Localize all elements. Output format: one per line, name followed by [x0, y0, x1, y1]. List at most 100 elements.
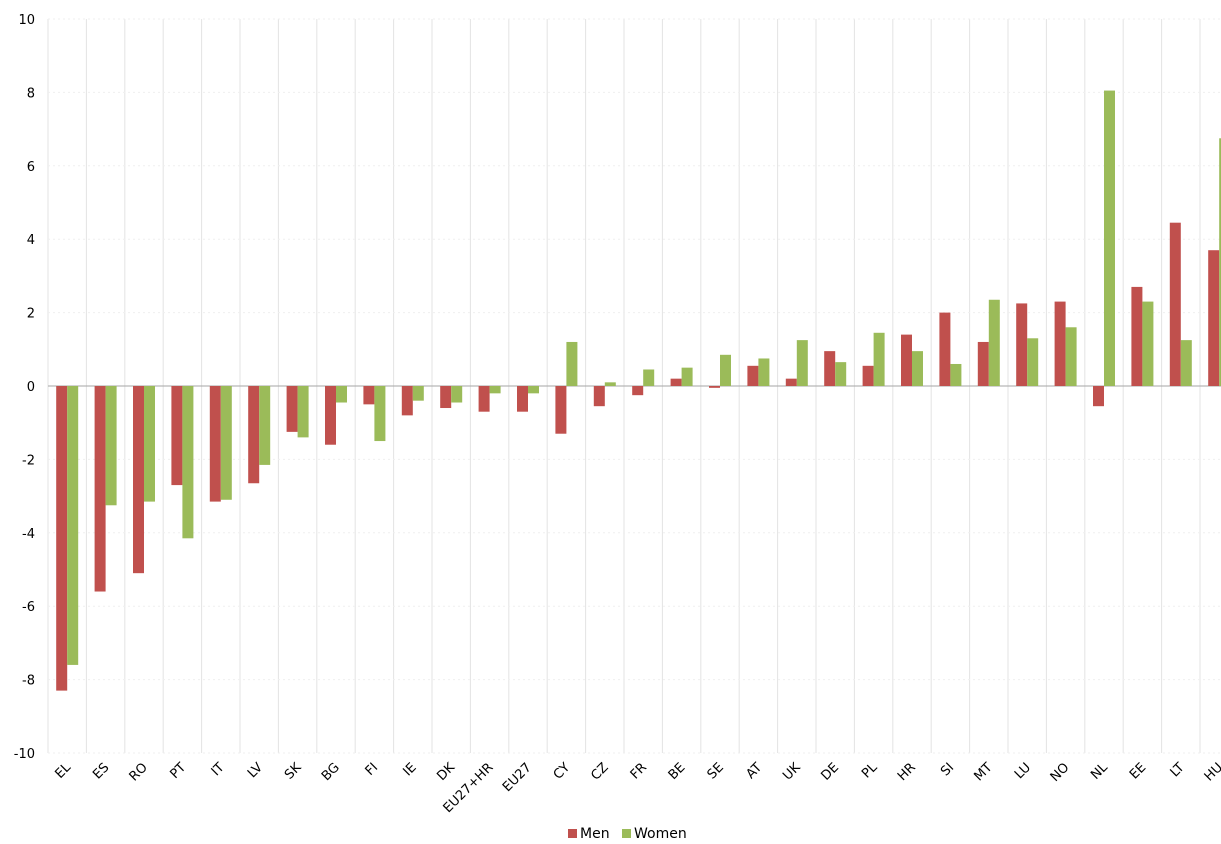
- bar-women-ee: [1142, 301, 1154, 386]
- bar-women-no: [1065, 327, 1077, 386]
- x-tick-label: NL: [1088, 760, 1111, 783]
- bar-men-hr: [901, 334, 912, 386]
- bar-men-se: [709, 386, 720, 388]
- legend-label-men: Men: [580, 826, 610, 842]
- bar-women-fi: [374, 386, 386, 442]
- x-tick-label: IE: [400, 760, 419, 779]
- legend-swatch-men: [568, 829, 577, 838]
- y-tick-label: 6: [27, 160, 35, 175]
- y-tick-label: 10: [18, 13, 35, 28]
- bar-men-fr: [632, 386, 644, 396]
- bar-women-eu27: [528, 386, 539, 394]
- x-tick-label: LU: [1012, 760, 1034, 782]
- bar-men-mt: [977, 341, 989, 386]
- y-tick-label: 2: [27, 307, 35, 322]
- bar-women-be: [681, 367, 693, 386]
- y-axis-tick-labels: -10 -8 -6 -4 -2 0 2 4 6 8 10: [14, 13, 35, 762]
- x-tick-label: RO: [127, 760, 151, 784]
- x-tick-label: DE: [819, 760, 843, 784]
- bar-women-uk: [796, 340, 808, 386]
- x-tick-label: AT: [743, 760, 765, 782]
- x-tick-label: SE: [705, 760, 727, 782]
- bar-women-se: [720, 354, 731, 386]
- x-tick-label: LT: [1168, 760, 1188, 780]
- bar-women-fr: [643, 369, 655, 386]
- bar-men-fi: [363, 386, 375, 405]
- legend-swatch-women: [622, 829, 631, 838]
- bar-women-cz: [604, 382, 616, 386]
- bar-women-ro: [144, 386, 155, 502]
- bar-men-dk: [440, 386, 452, 409]
- x-tick-label: SK: [282, 760, 305, 783]
- bars: [56, 90, 1221, 691]
- bar-women-bg: [336, 386, 347, 403]
- bar-women-pt: [182, 386, 194, 539]
- bar-women-nl: [1104, 90, 1115, 386]
- bar-men-lu: [1016, 303, 1028, 386]
- x-tick-label: UK: [780, 760, 804, 784]
- y-tick-label: -6: [22, 600, 35, 615]
- bar-men-no: [1054, 301, 1066, 386]
- x-tick-label: EL: [52, 760, 74, 782]
- bar-women-lv: [259, 386, 271, 465]
- bar-men-ro: [133, 386, 144, 574]
- bar-men-eu27: [517, 386, 528, 412]
- bar-women-mt: [988, 299, 1000, 386]
- bar-women-lt: [1180, 340, 1192, 386]
- bar-men-lt: [1169, 222, 1181, 386]
- bar-men-ee: [1131, 286, 1143, 386]
- legend: Men Women: [568, 826, 687, 842]
- bar-women-hu: [1219, 138, 1221, 386]
- y-tick-label: -10: [14, 747, 35, 762]
- legend-label-women: Women: [634, 826, 687, 842]
- y-tick-label: -2: [22, 453, 35, 468]
- bar-men-pt: [171, 386, 183, 486]
- bar-men-si: [939, 312, 951, 386]
- bar-men-at: [747, 365, 759, 386]
- x-tick-label: FR: [628, 760, 650, 782]
- y-tick-label: -8: [22, 674, 35, 689]
- bar-women-at: [758, 358, 770, 386]
- x-tick-label: IT: [209, 760, 228, 779]
- y-tick-label: 4: [27, 233, 35, 248]
- x-tick-label: DK: [434, 760, 458, 784]
- x-tick-label: FI: [363, 760, 382, 779]
- bar-women-lu: [1027, 338, 1039, 386]
- bar-men-eu27+hr: [478, 386, 490, 412]
- y-tick-label: -4: [22, 527, 35, 542]
- bar-women-hr: [912, 351, 923, 386]
- bar-men-hu: [1208, 250, 1220, 386]
- bar-women-el: [67, 386, 79, 665]
- bar-women-pl: [873, 332, 885, 386]
- bar-men-lv: [248, 386, 260, 484]
- bar-women-cy: [566, 341, 578, 386]
- y-tick-label: 8: [27, 86, 35, 101]
- x-tick-label: ES: [90, 760, 112, 782]
- x-tick-label: BG: [319, 760, 343, 784]
- x-tick-label: HR: [895, 760, 919, 784]
- bar-men-es: [94, 386, 106, 592]
- x-tick-label: LV: [245, 760, 266, 781]
- bar-men-cz: [593, 386, 605, 407]
- bar-men-cy: [555, 386, 567, 434]
- bar-men-it: [209, 386, 221, 502]
- bar-women-it: [220, 386, 232, 500]
- bar-women-sk: [297, 386, 309, 438]
- bar-men-sk: [286, 386, 298, 432]
- bar-men-pl: [862, 365, 874, 386]
- x-tick-label: EE: [1127, 760, 1149, 782]
- bar-women-ie: [412, 386, 424, 401]
- bar-men-be: [670, 378, 682, 386]
- bar-men-el: [56, 386, 68, 691]
- bar-women-si: [950, 363, 962, 386]
- x-tick-label: PL: [859, 760, 881, 782]
- x-tick-label: BE: [666, 760, 689, 783]
- x-tick-label: CY: [551, 760, 574, 783]
- bar-women-dk: [451, 386, 463, 403]
- x-tick-label: HU: [1202, 760, 1221, 784]
- bar-women-es: [105, 386, 117, 506]
- x-tick-label: PT: [167, 760, 189, 782]
- x-tick-label: EU27: [500, 760, 535, 795]
